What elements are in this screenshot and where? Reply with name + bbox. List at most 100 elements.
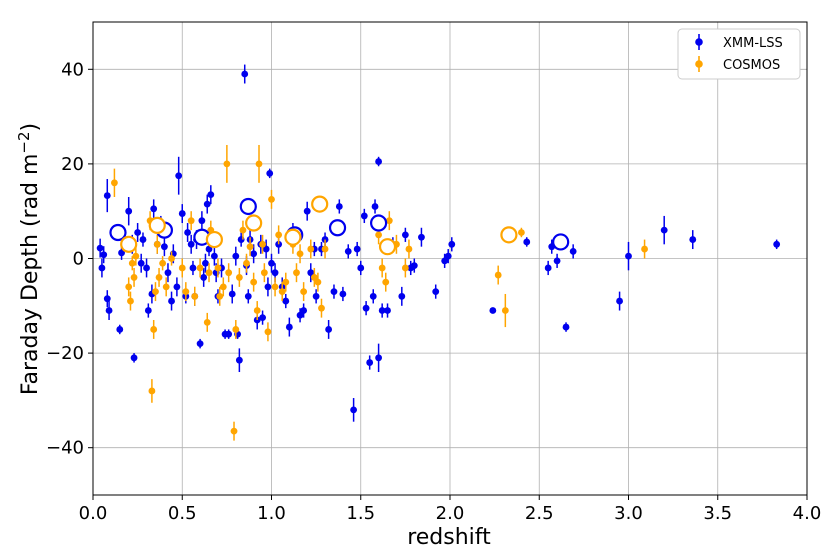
cosmos-point — [111, 179, 118, 187]
y-tick-label: 20 — [61, 154, 84, 175]
series-layer — [96, 64, 781, 441]
xmm-lss-point — [103, 295, 111, 303]
cosmos-point — [152, 288, 159, 296]
xmm-lss-point — [366, 359, 374, 366]
xmm-lss-point — [150, 205, 158, 213]
cosmos-point — [375, 231, 382, 239]
xmm-lss-point — [562, 323, 570, 331]
x-tick-label: 2.5 — [525, 503, 554, 524]
x-tick-label: 3.5 — [703, 503, 732, 524]
y-axis-label-main: Faraday Depth (rad m — [18, 154, 43, 396]
xmm-lss-point — [553, 257, 561, 265]
xmm-lss-point — [144, 307, 152, 314]
cosmos-open-marker — [500, 226, 518, 244]
xmm-lss-point — [773, 240, 781, 248]
xmm-lss-point — [300, 307, 308, 314]
legend: XMM-LSS COSMOS — [677, 28, 801, 80]
xmm-lss-point — [448, 240, 456, 248]
cosmos-point — [219, 283, 227, 291]
cosmos-point — [310, 274, 318, 281]
xmm-lss-point — [369, 292, 377, 300]
cosmos-point — [300, 288, 308, 296]
cosmos-point — [178, 264, 186, 272]
cosmos-point — [250, 278, 258, 286]
xmm-lss-point — [410, 262, 418, 269]
xmm-lss-point — [250, 250, 258, 258]
cosmos-point — [307, 245, 315, 253]
cosmos-point — [203, 318, 211, 326]
cosmos-open-marker — [245, 214, 263, 232]
xmm-lss-point — [161, 243, 168, 251]
legend-xmm-label: XMM-LSS — [723, 36, 783, 51]
xmm-lss-point — [125, 207, 133, 215]
cosmos-point — [264, 328, 272, 336]
cosmos-point — [168, 255, 175, 262]
cosmos-point — [130, 274, 138, 281]
xmm-lss-point — [375, 354, 382, 362]
xmm-lss-point — [143, 264, 150, 272]
xmm-lss-point — [625, 252, 632, 260]
cosmos-open-marker — [311, 195, 329, 213]
series-xmm-lss — [96, 64, 781, 422]
cosmos-point — [518, 229, 525, 236]
x-axis-label: redshift — [407, 525, 491, 549]
xmm-lss-point — [232, 252, 240, 260]
x-tick-label: 0.0 — [79, 503, 108, 524]
xmm-lss-open-marker — [552, 233, 570, 251]
xmm-lss-point — [569, 248, 577, 255]
xmm-lss-point — [98, 264, 106, 272]
xmm-lss-point — [441, 257, 449, 265]
xmm-lss-point — [362, 304, 370, 312]
xmm-lss-point — [244, 292, 252, 300]
cosmos-point — [205, 269, 213, 277]
cosmos-point — [641, 245, 648, 253]
xmm-lss-point — [100, 251, 108, 259]
xmm-lss-point — [418, 233, 425, 241]
series-cosmos — [111, 144, 648, 441]
xmm-lss-point — [130, 354, 138, 362]
y-axis-label: Faraday Depth (rad m−2) — [15, 123, 43, 395]
xmm-lss-point — [360, 212, 368, 220]
series-cosmos-open — [120, 195, 518, 256]
xmm-lss-point — [523, 238, 531, 246]
cosmos-point — [132, 252, 140, 260]
xmm-lss-point — [282, 297, 290, 305]
xmm-lss-point — [202, 259, 209, 267]
cosmos-point — [382, 278, 390, 286]
cosmos-open-marker — [378, 238, 397, 256]
cosmos-point — [246, 243, 254, 251]
xmm-lss-point — [401, 231, 409, 239]
legend-cosmos-label: COSMOS — [723, 58, 780, 73]
cosmos-point — [223, 160, 231, 168]
cosmos-point — [271, 283, 279, 291]
xmm-lss-point — [116, 326, 124, 333]
cosmos-point — [150, 326, 158, 333]
xmm-lss-point — [339, 290, 347, 298]
y-tick-label: 40 — [61, 59, 84, 80]
xmm-lss-point — [189, 264, 197, 272]
cosmos-point — [191, 292, 199, 300]
cosmos-point — [494, 271, 502, 279]
xmm-lss-point — [489, 307, 497, 314]
xmm-lss-point — [330, 288, 338, 296]
cosmos-point — [148, 387, 156, 395]
cosmos-open-marker — [284, 228, 302, 246]
xmm-lss-point — [616, 297, 623, 305]
cosmos-point — [214, 264, 222, 272]
xmm-lss-point — [375, 158, 382, 165]
cosmos-point — [385, 217, 393, 225]
cosmos-point — [275, 231, 283, 239]
xmm-lss-point — [103, 192, 111, 199]
xmm-lss-open-marker — [239, 197, 257, 216]
cosmos-point — [268, 195, 275, 203]
cosmos-point — [153, 240, 161, 248]
cosmos-point — [318, 304, 325, 312]
xmm-lss-point — [432, 288, 440, 296]
x-tick-label: 1.0 — [257, 503, 286, 524]
cosmos-point — [296, 250, 304, 258]
cosmos-point — [196, 264, 204, 272]
xmm-lss-point — [268, 259, 275, 267]
xmm-lss-point — [198, 217, 206, 225]
cosmos-point — [125, 283, 133, 291]
